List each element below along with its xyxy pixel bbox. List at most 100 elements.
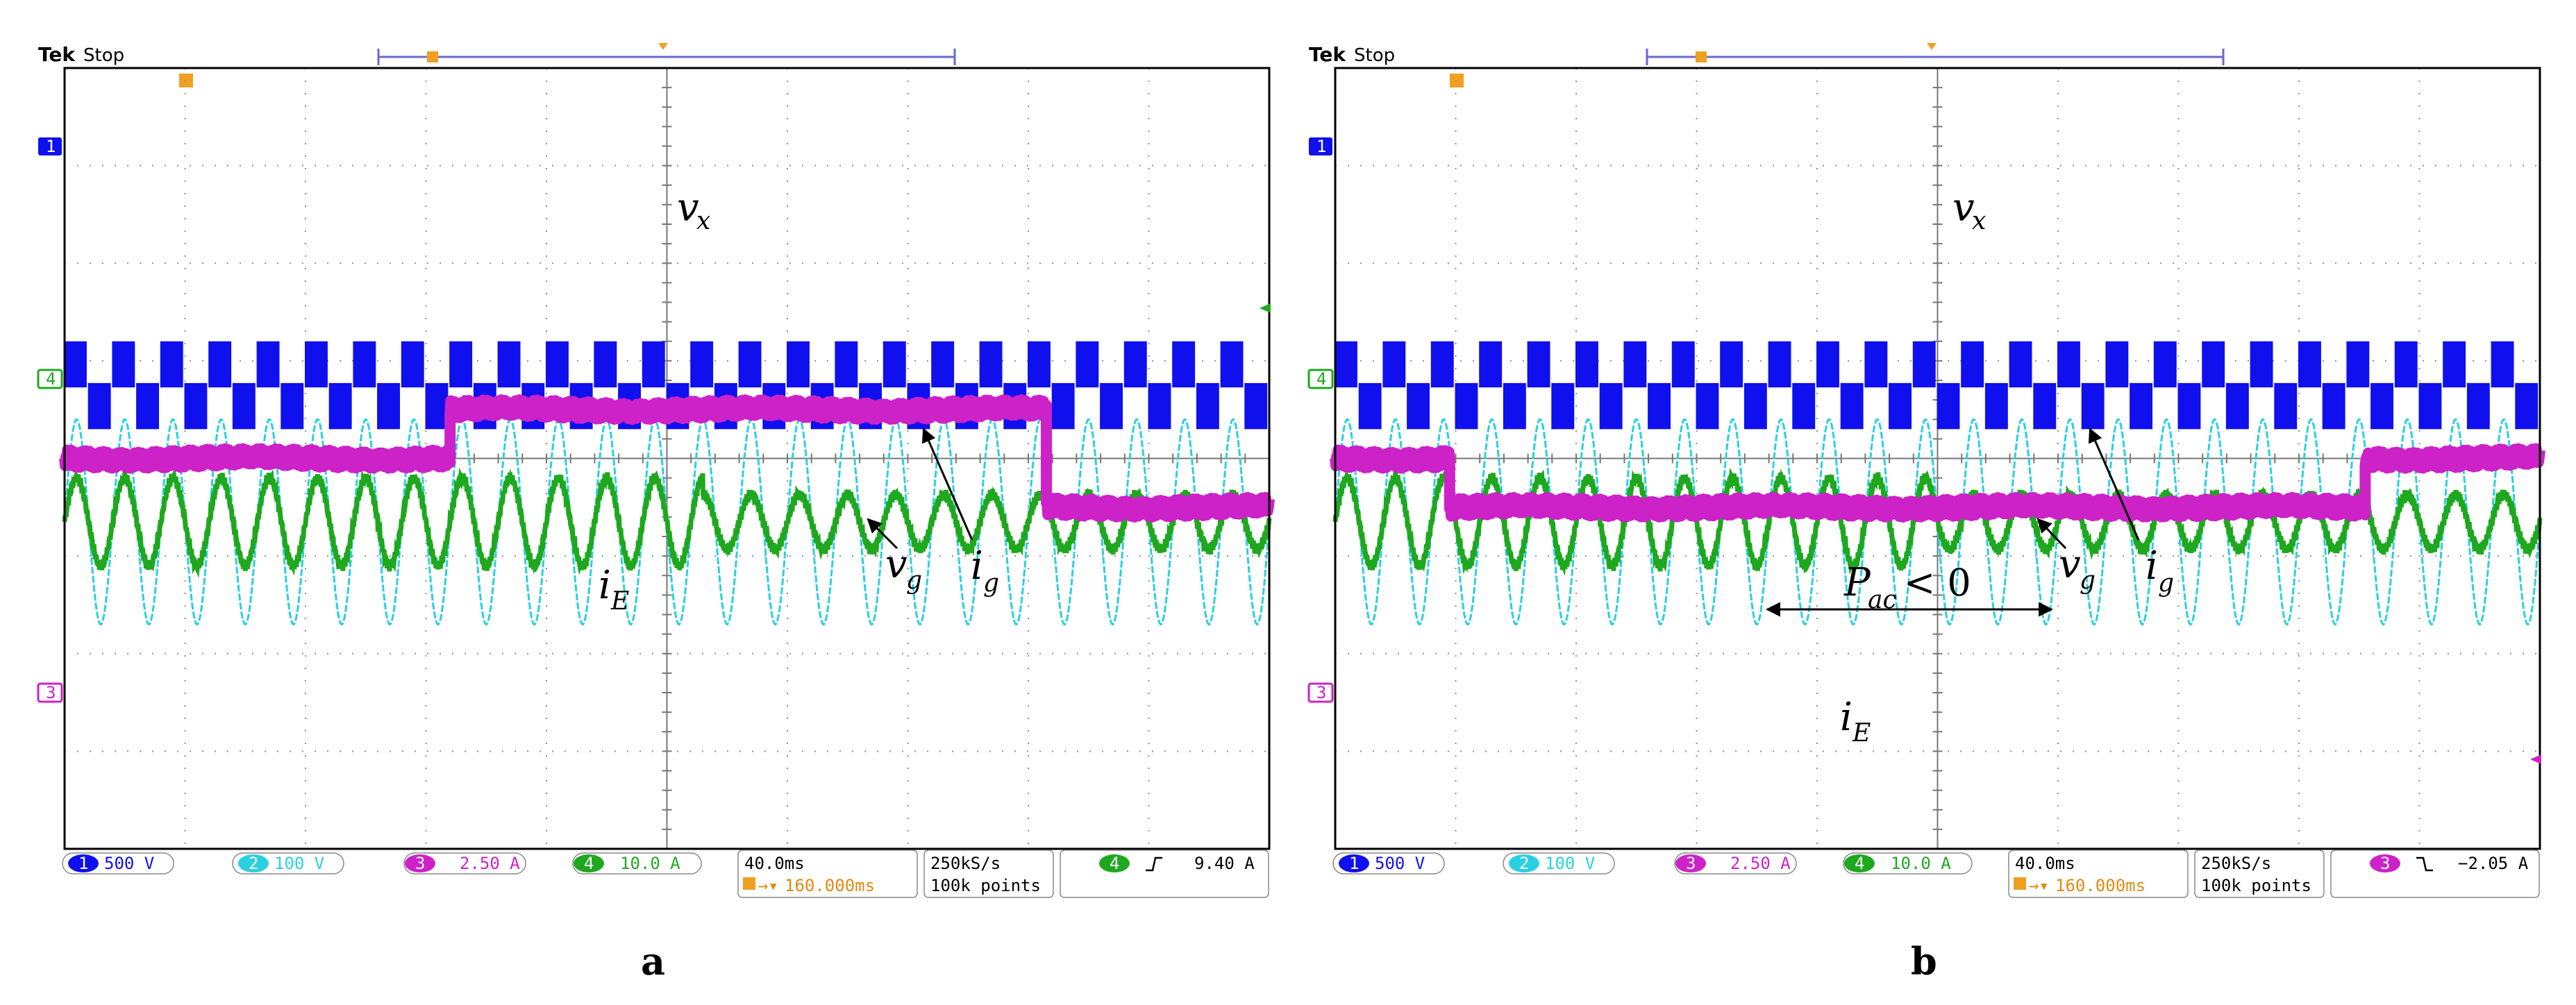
svg-text:E: E	[1852, 719, 1871, 748]
ch4-scale-readout: 4 10.0 A	[572, 852, 702, 875]
ch1-vx-pulse	[329, 382, 352, 430]
svg-text:E: E	[610, 587, 629, 616]
ch1-vx-pulse	[1985, 382, 2008, 430]
ch3-iE-trace	[1330, 443, 2545, 523]
ch1-vx-pulse	[2154, 341, 2177, 388]
ch1-vx-pulse	[378, 382, 401, 430]
ch1-vx-pulse	[2058, 341, 2080, 388]
ch1-vx-pulse	[1624, 341, 1647, 388]
svg-text:100k points: 100k points	[930, 876, 1041, 895]
header-brand: Tek	[38, 43, 76, 66]
svg-text:g: g	[983, 569, 999, 598]
ch1-vx-pulse	[88, 382, 111, 430]
ch1-vx-pulse	[1793, 382, 1816, 430]
timebase-readout: 40.0ms →▾ 160.000ms	[737, 850, 918, 898]
svg-text:g: g	[906, 566, 922, 595]
svg-text:g: g	[2080, 566, 2096, 595]
ch1-vx-pulse	[2467, 382, 2490, 430]
ch3-ground-marker: 3	[37, 682, 63, 703]
ch1-vx-pulse	[281, 382, 304, 430]
ch2-scale-readout: 2 100 V	[232, 852, 344, 875]
ch1-vx-pulse	[691, 341, 714, 388]
ch1-vx-pulse	[642, 341, 665, 388]
ch1-vx-pulse	[2419, 382, 2442, 430]
ch1-vx-pulse	[739, 341, 762, 388]
arrow-ig	[2088, 428, 2140, 541]
svg-text:g: g	[2158, 569, 2174, 598]
trigger-readout: 4 9.40 A	[1060, 850, 1269, 898]
ch1-vx-pulse	[1124, 341, 1147, 388]
ch1-vx-pulse	[2299, 341, 2321, 388]
svg-text:v: v	[677, 185, 699, 230]
svg-text:100k points: 100k points	[2201, 876, 2311, 895]
ch1-vx-pulse	[2443, 341, 2466, 388]
svg-text:4: 4	[1110, 854, 1119, 873]
ch1-vx-pulse	[1148, 382, 1171, 430]
svg-text:P: P	[1843, 560, 1871, 605]
ch1-vx-pulse	[1865, 341, 1888, 388]
ch1-vx-pulse	[1721, 341, 1743, 388]
label-pac: P ac < 0	[1843, 560, 1971, 614]
ch1-vx-pulse	[1052, 382, 1075, 430]
ch1-vx-pulse	[1937, 382, 1960, 430]
label-vx: v x	[677, 185, 710, 235]
ch1-vx-pulse	[1841, 382, 1864, 430]
svg-text:40.0ms: 40.0ms	[744, 854, 805, 873]
ch1-vx-pulse	[2323, 382, 2345, 430]
ch1-vx-pulse	[233, 382, 256, 430]
ch1-vx-pulse	[450, 341, 473, 388]
arrow-vg	[867, 518, 898, 550]
arrow-vg	[2036, 518, 2067, 550]
scope-panel-b: Tek Stop 1 4 3 v x v g	[1307, 43, 2545, 983]
svg-text:i: i	[2146, 543, 2158, 589]
svg-text:160.000ms: 160.000ms	[2055, 876, 2146, 895]
ch1-vx-pulse	[498, 341, 521, 388]
svg-text:500 V: 500 V	[104, 854, 154, 873]
ch1-vx-pulse	[2250, 341, 2273, 388]
label-ig: i g	[971, 543, 999, 598]
ch1-vx-pulse	[2516, 382, 2539, 430]
ch1-vx-pulse	[1962, 341, 1984, 388]
ch1-vx-pulse	[1552, 382, 1575, 430]
ch1-vx-pulse	[401, 341, 424, 388]
ch1-vx-pulse	[65, 341, 87, 388]
ch1-vx-pulse	[2491, 341, 2514, 388]
ch1-vx-pulse	[1672, 341, 1695, 388]
header-state: Stop	[83, 45, 124, 66]
ch1-vx-pulse	[306, 341, 328, 388]
ch1-vx-pulse	[1173, 341, 1196, 388]
svg-text:9.40 A: 9.40 A	[1194, 854, 1255, 873]
svg-text:v: v	[1952, 185, 1975, 230]
label-ig: i g	[2146, 543, 2174, 598]
ch1-vx-pulse	[2082, 382, 2105, 430]
ch1-vx-pulse	[1744, 382, 1767, 430]
ch1-vx-pulse	[1335, 341, 1357, 388]
ch1-vx-pulse	[883, 341, 906, 388]
ch1-vx-pulse	[1455, 382, 1478, 430]
ch1-vx-pulse	[2347, 341, 2370, 388]
svg-text:4: 4	[584, 854, 594, 873]
ch1-vx-pulse	[1221, 341, 1244, 388]
ch1-scale-readout: 1 500 V	[62, 852, 174, 875]
svg-text:2: 2	[1519, 854, 1529, 873]
screen-frame	[63, 67, 1271, 850]
acquisition-readout: 250kS/s 100k points	[923, 850, 1054, 898]
svg-text:3: 3	[2380, 854, 2390, 873]
ch4-ig-trace	[62, 467, 1272, 578]
ch1-vx-pulse	[2275, 382, 2298, 430]
ch4-ground-marker: 4	[37, 369, 63, 389]
svg-text:2.50 A: 2.50 A	[460, 854, 520, 873]
svg-text:4: 4	[46, 369, 56, 389]
svg-text:−2.05 A: −2.05 A	[2458, 854, 2529, 873]
ch1-vx-pulse	[353, 341, 376, 388]
header-state: Stop	[1354, 45, 1395, 66]
ch1-vx-pulse	[2034, 382, 2057, 430]
svg-text:3: 3	[415, 854, 425, 873]
ch3-ground-marker: 3	[1307, 682, 1334, 703]
svg-text:250kS/s: 250kS/s	[2201, 854, 2271, 873]
ch1-vx-pulse	[980, 341, 1003, 388]
label-vg: v g	[2059, 542, 2096, 595]
ch1-vx-pulse	[1768, 341, 1791, 388]
ch1-vx-pulse	[2202, 341, 2225, 388]
